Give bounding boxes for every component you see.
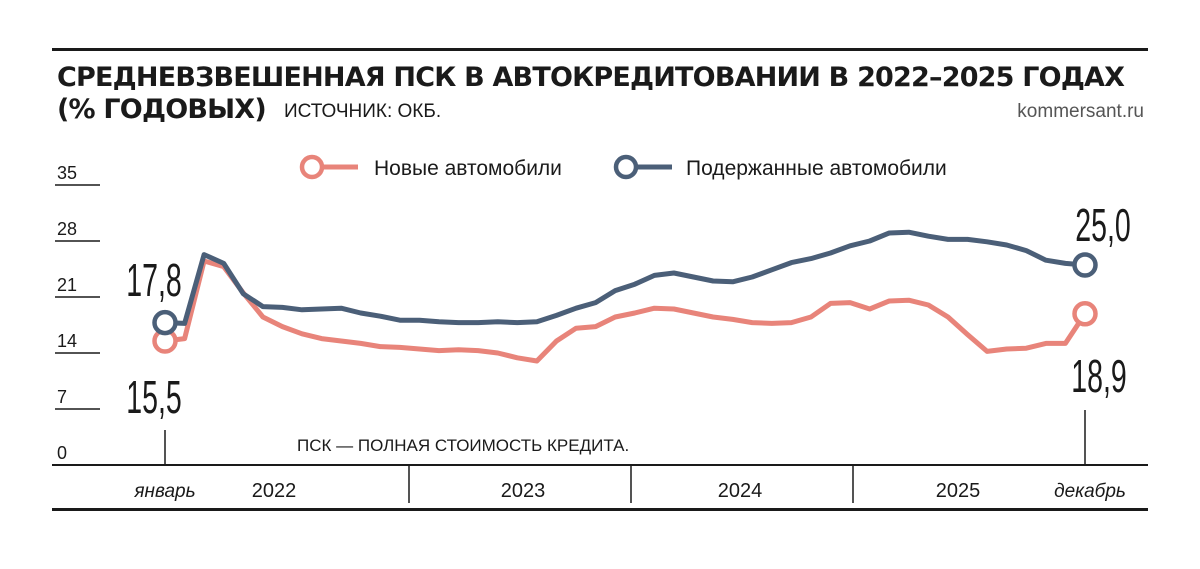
- chart-title-line2: (% ГОДОВЫХ): [57, 94, 267, 125]
- x-axis: январь декабрь 2022 2023 2024 2025: [52, 410, 1148, 503]
- year-label-2023: 2023: [501, 480, 546, 502]
- legend: Новые автомобили Подержанные автомобили: [299, 154, 947, 180]
- start-label-used: 17,8: [126, 255, 182, 307]
- legend-label-used: Подержанные автомобили: [686, 157, 947, 180]
- legend-label-new: Новые автомобили: [374, 157, 562, 180]
- legend-marker-used: [613, 154, 639, 180]
- start-label-new: 15,5: [126, 372, 182, 424]
- chart-title-line1: СРЕДНЕВЗВЕШЕННАЯ ПСК В АВТОКРЕДИТОВАНИИ …: [57, 62, 1125, 93]
- y-tick-label: 14: [57, 331, 77, 351]
- source-note: ИСТОЧНИК: ОКБ.: [284, 101, 442, 122]
- y-tick-label: 0: [57, 443, 67, 463]
- marker-used-start: [152, 309, 178, 336]
- y-axis: 35 28 21 14 7 0: [55, 163, 100, 463]
- year-label-2022: 2022: [252, 480, 297, 502]
- brand-link[interactable]: kommersant.ru: [1017, 101, 1144, 122]
- footnote: ПСК — ПОЛНАЯ СТОИМОСТЬ КРЕДИТА.: [297, 436, 629, 455]
- y-tick-label: 35: [57, 163, 77, 183]
- series-line-used: [162, 229, 1088, 326]
- year-label-2024: 2024: [718, 480, 763, 502]
- series-layer: [152, 229, 1098, 364]
- series-line-new: [162, 258, 1088, 364]
- top-rule: [52, 48, 1148, 51]
- x-end-label: декабрь: [1054, 481, 1126, 502]
- legend-marker-new: [299, 154, 325, 180]
- y-tick-label: 28: [57, 219, 77, 239]
- y-tick-label: 7: [57, 387, 67, 407]
- end-label-new: 18,9: [1071, 351, 1127, 403]
- x-start-label: январь: [133, 481, 195, 502]
- bottom-rule: [52, 508, 1148, 511]
- y-tick-label: 21: [57, 275, 77, 295]
- endpoint-labels: 17,8 15,5 25,0 18,9: [126, 200, 1131, 424]
- end-label-used: 25,0: [1075, 200, 1131, 252]
- marker-used-end: [1072, 252, 1098, 278]
- year-label-2025: 2025: [936, 480, 981, 502]
- marker-new-end: [1072, 301, 1098, 327]
